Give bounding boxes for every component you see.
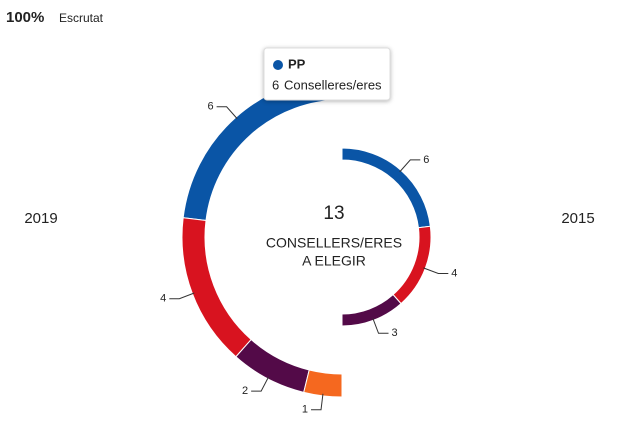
data-label: 4: [160, 293, 166, 305]
arc-segment: [181, 217, 252, 358]
tooltip-value: 6: [272, 77, 279, 92]
leader-line: [372, 318, 389, 334]
leader-line: [251, 376, 270, 392]
center-label: A ELEGIR: [302, 253, 366, 269]
counted-label: Escrutat: [59, 11, 104, 25]
tooltip-unit: Conselleres/eres: [284, 77, 382, 92]
data-label: 6: [207, 101, 213, 113]
arc-segment: [341, 293, 402, 327]
data-label: 2: [242, 385, 248, 397]
tooltip-name: PP: [288, 56, 306, 71]
center-value: 13: [323, 203, 344, 224]
data-label: 1: [302, 404, 308, 416]
center-label: CONSELLERS/ERES: [266, 235, 402, 251]
data-label: 4: [451, 267, 457, 279]
left-year: 2019: [24, 210, 57, 227]
leader-line: [423, 267, 449, 275]
leader-line: [216, 106, 238, 120]
right-year: 2015: [561, 210, 594, 227]
tooltip: [263, 47, 391, 101]
data-label: 6: [423, 154, 429, 166]
counted-value: 100%: [6, 9, 44, 26]
leader-line: [311, 393, 324, 411]
leader-line: [169, 292, 195, 300]
leader-line: [399, 159, 421, 173]
tooltip-dot: [273, 60, 283, 70]
arc-segment: [303, 369, 343, 398]
data-label: 3: [392, 327, 398, 339]
